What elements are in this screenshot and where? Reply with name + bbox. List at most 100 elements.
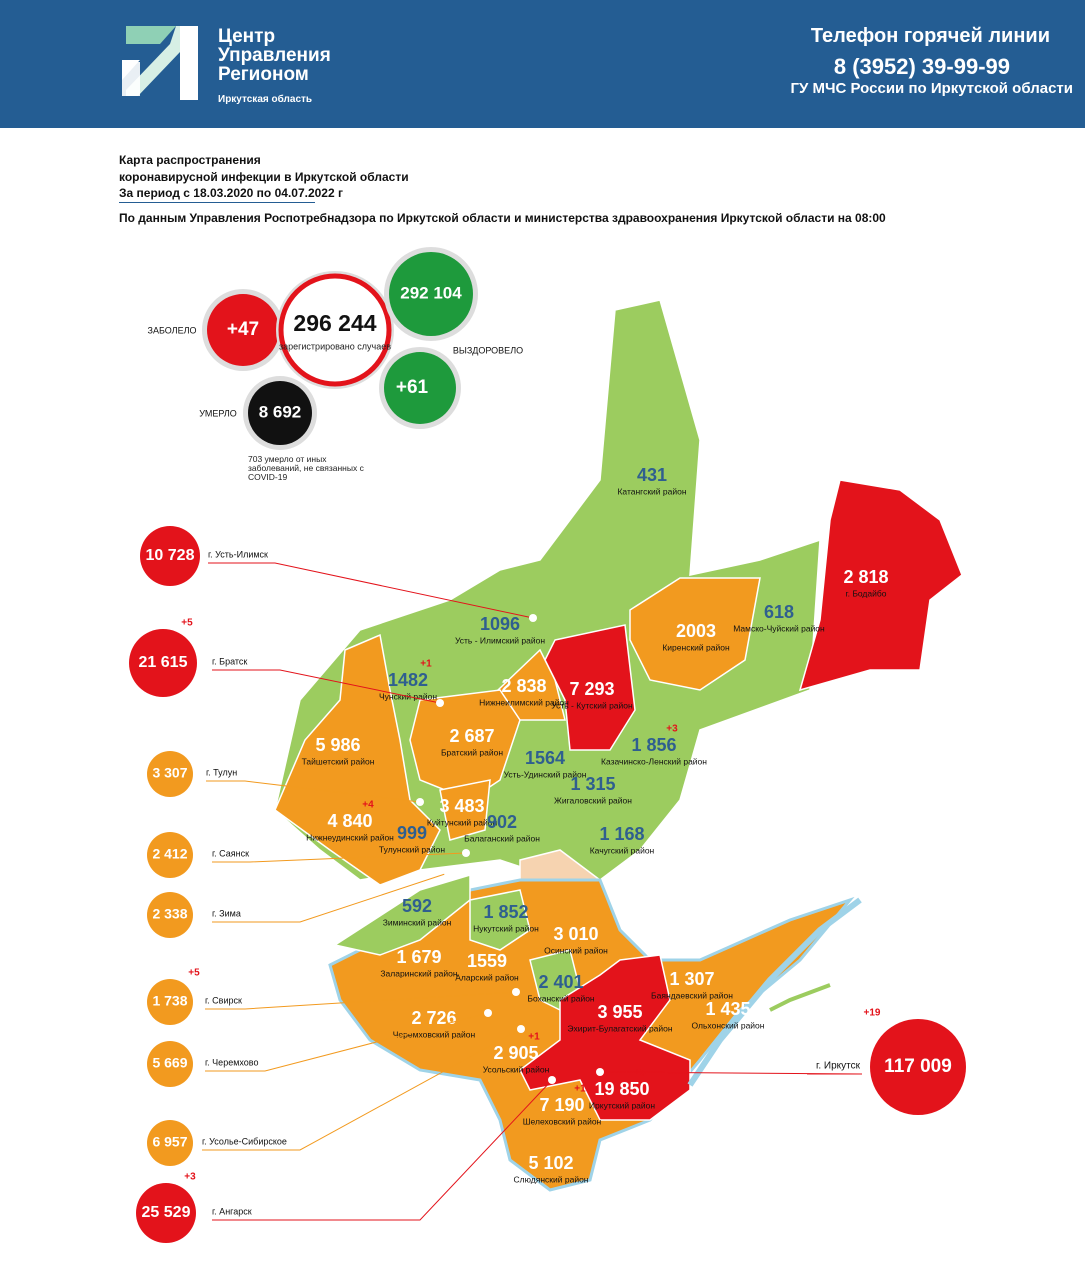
district-value: 2003 [676, 621, 716, 641]
summary-circle [389, 252, 473, 336]
district-name: Баяндаевский район [651, 990, 733, 1000]
logo-subtitle: Иркутская область [218, 94, 313, 105]
summary-circle [384, 352, 456, 424]
district-value: 999 [397, 823, 427, 843]
city-circle [147, 979, 193, 1025]
city-name: г. Свирск [205, 995, 242, 1005]
city-name: г. Черемхово [205, 1057, 258, 1067]
district-name: Черемховский район [393, 1029, 476, 1039]
district-delta: +1 [420, 659, 432, 670]
district-value: 4 840 [327, 811, 372, 831]
district-value: 5 986 [315, 735, 360, 755]
district-value: 1482 [388, 670, 428, 690]
district-value: 3 483 [439, 796, 484, 816]
city-name: г. Ангарск [212, 1206, 252, 1216]
city-dot [444, 869, 452, 877]
district-value: 1 168 [599, 824, 644, 844]
district-value: 431 [637, 465, 667, 485]
district-value: 2 905 [493, 1043, 538, 1063]
city-dot [512, 988, 520, 996]
district-value: 19 850 [594, 1079, 649, 1099]
district-value: 3 955 [597, 1002, 642, 1022]
summary-circle [278, 273, 392, 387]
district-value: 2 726 [411, 1008, 456, 1028]
district-value: 902 [487, 812, 517, 832]
city-name: г. Иркутск [816, 1061, 861, 1072]
district-name: Мамско-Чуйский район [733, 623, 825, 633]
district-name: г. Бодайбо [846, 588, 887, 598]
city-circle [147, 832, 193, 878]
died-label: УМЕРЛО [199, 408, 237, 418]
district-delta: +5 [634, 1068, 646, 1079]
city-circle [147, 1041, 193, 1087]
summary-circle [207, 294, 279, 366]
district-value: 2 838 [501, 676, 546, 696]
logo-line: Центр [218, 26, 276, 47]
district-name: Нижнеудинский район [306, 832, 394, 842]
city-value: 117 009 [884, 1056, 952, 1077]
district-name: Заларинский район [380, 968, 457, 978]
logo-mark [122, 26, 198, 100]
city-name: г. Братск [212, 656, 247, 666]
city-circle [147, 1120, 193, 1166]
city-value: 1 738 [152, 993, 187, 1009]
leader-line [206, 780, 421, 803]
district-value: 7 190 [539, 1095, 584, 1115]
leader-line [212, 872, 449, 923]
source: По данным Управления Роспотребнадзора по… [119, 211, 886, 225]
leader-line [599, 1071, 863, 1075]
district-value: 1559 [467, 951, 507, 971]
city-value: 2 412 [152, 846, 187, 862]
district-value: 2 401 [538, 972, 583, 992]
city-delta: +19 [864, 1008, 881, 1019]
district-name: Куйтунский район [427, 817, 498, 827]
district-delta: +3 [666, 724, 678, 735]
city-name: г. Усть-Илимск [208, 549, 268, 559]
city-dot [517, 1025, 525, 1033]
summary-circle [248, 381, 312, 445]
city-circle [147, 751, 193, 797]
city-dot [436, 699, 444, 707]
district-value: 1 307 [669, 969, 714, 989]
city-dot [416, 798, 424, 806]
district-value: 1 435 [705, 999, 750, 1019]
region-map [274, 299, 963, 1192]
district-name: Иркутский район [589, 1100, 655, 1110]
recovered-label: ВЫЗДОРОВЕЛО [453, 345, 523, 355]
district-delta: +4 [362, 800, 374, 811]
district-value: 1 852 [483, 902, 528, 922]
died-note: 703 умерло от иных заболеваний, не связа… [248, 454, 364, 482]
district-value: 1564 [525, 748, 565, 768]
district-value: 1 679 [396, 947, 441, 967]
organization: ГУ МЧС России по Иркутской области [790, 80, 1073, 97]
city-value: 10 728 [146, 547, 195, 564]
district-delta: +1 [528, 1032, 540, 1043]
recovered: 292 104 [400, 283, 462, 302]
district-name: Братский район [441, 747, 503, 757]
city-name: г. Саянск [212, 848, 249, 858]
city-dot [484, 1009, 492, 1017]
died: 8 692 [259, 402, 302, 421]
city-delta: +5 [188, 968, 200, 979]
city-dot [462, 849, 470, 857]
district-name: Эхирит-Булагатский район [567, 1023, 672, 1033]
leader-line [212, 669, 441, 704]
recovered-new: +61 [396, 377, 429, 398]
intro-period: За период с 18.03.2020 по 04.07.2022 г [119, 186, 343, 203]
district-name: Осинский район [544, 945, 608, 955]
district-name: Казачинско-Ленский район [601, 756, 707, 766]
district-value: 5 102 [528, 1153, 573, 1173]
district-name: Катангский район [617, 486, 686, 496]
district-name: Киренский район [662, 642, 730, 652]
district-value: 618 [764, 602, 794, 622]
logo-line: Регионом [218, 64, 309, 85]
district-value: 1 856 [631, 735, 676, 755]
city-value: 25 529 [142, 1204, 191, 1221]
district-name: Нижнеилимский район [479, 697, 569, 707]
district-name: Зиминский район [383, 917, 452, 927]
total-caption: зарегистрировано случаев [279, 341, 391, 351]
district-name: Жигаловский район [554, 795, 632, 805]
district-name: Боханский район [527, 993, 595, 1003]
